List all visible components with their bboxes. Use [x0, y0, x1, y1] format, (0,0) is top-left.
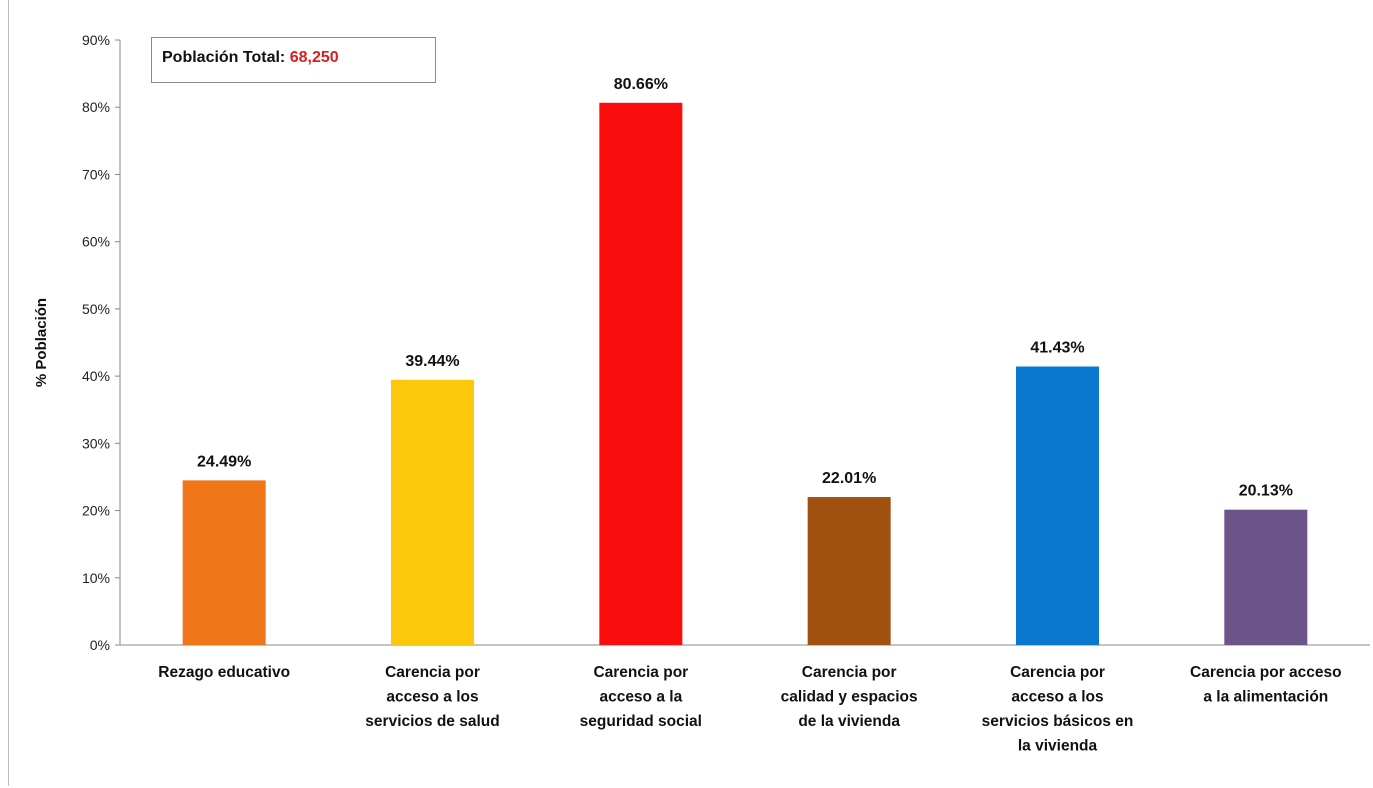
data-label: 22.01%	[822, 470, 876, 487]
bar	[807, 497, 891, 645]
axes	[119, 40, 1370, 646]
category-label: Carencia por acceso a los servicios básico…	[982, 664, 1134, 755]
category-label: Rezago educativo	[158, 664, 290, 681]
data-label: 24.49%	[197, 453, 251, 470]
y-tick-label: 50%	[82, 301, 110, 317]
data-labels: 24.49% 39.44% 80.66% 22.01% 41.43% 20.13%	[197, 76, 1293, 500]
bar	[391, 379, 474, 645]
y-tick-label: 60%	[82, 234, 110, 250]
y-tick-label: 40%	[82, 368, 110, 384]
data-label: 39.44%	[405, 353, 459, 370]
y-tick-label: 70%	[82, 166, 110, 182]
data-label: 41.43%	[1030, 339, 1084, 356]
data-label: 20.13%	[1239, 483, 1293, 500]
category-label: Carencia por acceso a los servicios de sal…	[365, 664, 499, 730]
y-tick-labels: 0% 10% 20% 30% 40% 50% 60% 70% 80% 90%	[82, 32, 120, 653]
category-labels: Rezago educativo Carencia por acceso a los…	[158, 664, 1341, 755]
total-population-value: 68,250	[289, 49, 339, 66]
data-label: 80.66%	[614, 76, 668, 93]
category-label: Carencia por calidad y espacios de la vivi…	[781, 664, 918, 730]
bars	[182, 102, 1308, 646]
total-population-label: Población Total:	[162, 49, 286, 66]
bar	[182, 480, 266, 645]
bar	[1224, 509, 1308, 645]
total-population-text: Población Total: 68,250	[162, 49, 339, 67]
y-tick-label: 20%	[82, 503, 110, 519]
total-population-box: Población Total: 68,250	[151, 37, 436, 83]
y-axis-label: % Población	[33, 298, 50, 387]
y-tick-label: 0%	[90, 637, 110, 653]
y-tick-label: 80%	[82, 99, 110, 115]
bar	[599, 102, 683, 646]
bar	[1016, 366, 1099, 645]
y-tick-label: 30%	[82, 435, 110, 451]
category-label: Carencia por acceso a la alimentación	[1190, 664, 1342, 706]
y-tick-label: 90%	[82, 32, 110, 48]
chart-frame	[8, 0, 1369, 786]
y-tick-label: 10%	[82, 570, 110, 586]
category-label: Carencia por acceso a la seguridad social	[580, 664, 702, 730]
